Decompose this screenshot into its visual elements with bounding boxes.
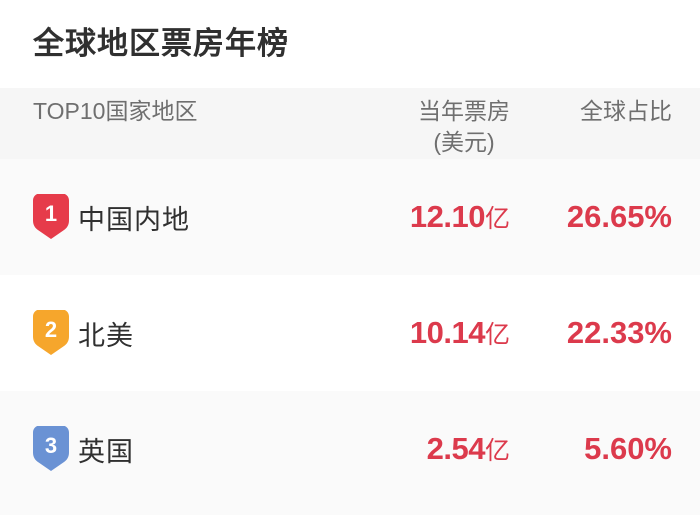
share-value: 22.33% <box>566 315 672 350</box>
table-row[interactable]: 3 英国 2.54亿 5.60% <box>0 391 700 507</box>
rank-badge: 3 <box>33 426 69 473</box>
table-row[interactable]: 1 中国内地 12.10亿 26.65% <box>0 159 700 275</box>
header-share-label: 全球占比 <box>580 98 672 124</box>
region-name: 北美 <box>78 320 134 351</box>
region-name: 英国 <box>78 436 134 467</box>
next-row-peek <box>0 507 700 515</box>
rank-badge: 1 <box>33 194 69 241</box>
page-title: 全球地区票房年榜 <box>33 26 289 61</box>
region-name: 中国内地 <box>78 204 190 235</box>
boxoffice-value: 2.54亿 <box>350 431 510 467</box>
boxoffice-value: 12.10亿 <box>350 199 510 235</box>
header-boxoffice-label: 当年票房 <box>418 98 510 124</box>
ranking-list: 1 中国内地 12.10亿 26.65% 2 北美 10.14亿 22.33% … <box>0 159 700 507</box>
header-boxoffice-column: 当年票房 (美元) <box>350 96 510 158</box>
boxoffice-unit: 亿 <box>484 321 510 349</box>
header-region-label: TOP10国家地区 <box>33 98 198 124</box>
boxoffice-amount: 2.54 <box>426 431 486 466</box>
rank-badge: 2 <box>33 310 69 357</box>
header-boxoffice-unit-label: (美元) <box>433 129 495 155</box>
boxoffice-value: 10.14亿 <box>350 315 510 351</box>
boxoffice-unit: 亿 <box>484 205 510 233</box>
share-value: 26.65% <box>566 199 672 234</box>
ranking-table-header: TOP10国家地区 当年票房 (美元) 全球占比 <box>0 88 700 159</box>
boxoffice-amount: 12.10 <box>409 199 486 234</box>
boxoffice-unit: 亿 <box>484 437 510 465</box>
boxoffice-amount: 10.14 <box>409 315 486 350</box>
share-value: 5.60% <box>584 431 672 466</box>
table-row[interactable]: 2 北美 10.14亿 22.33% <box>0 275 700 391</box>
